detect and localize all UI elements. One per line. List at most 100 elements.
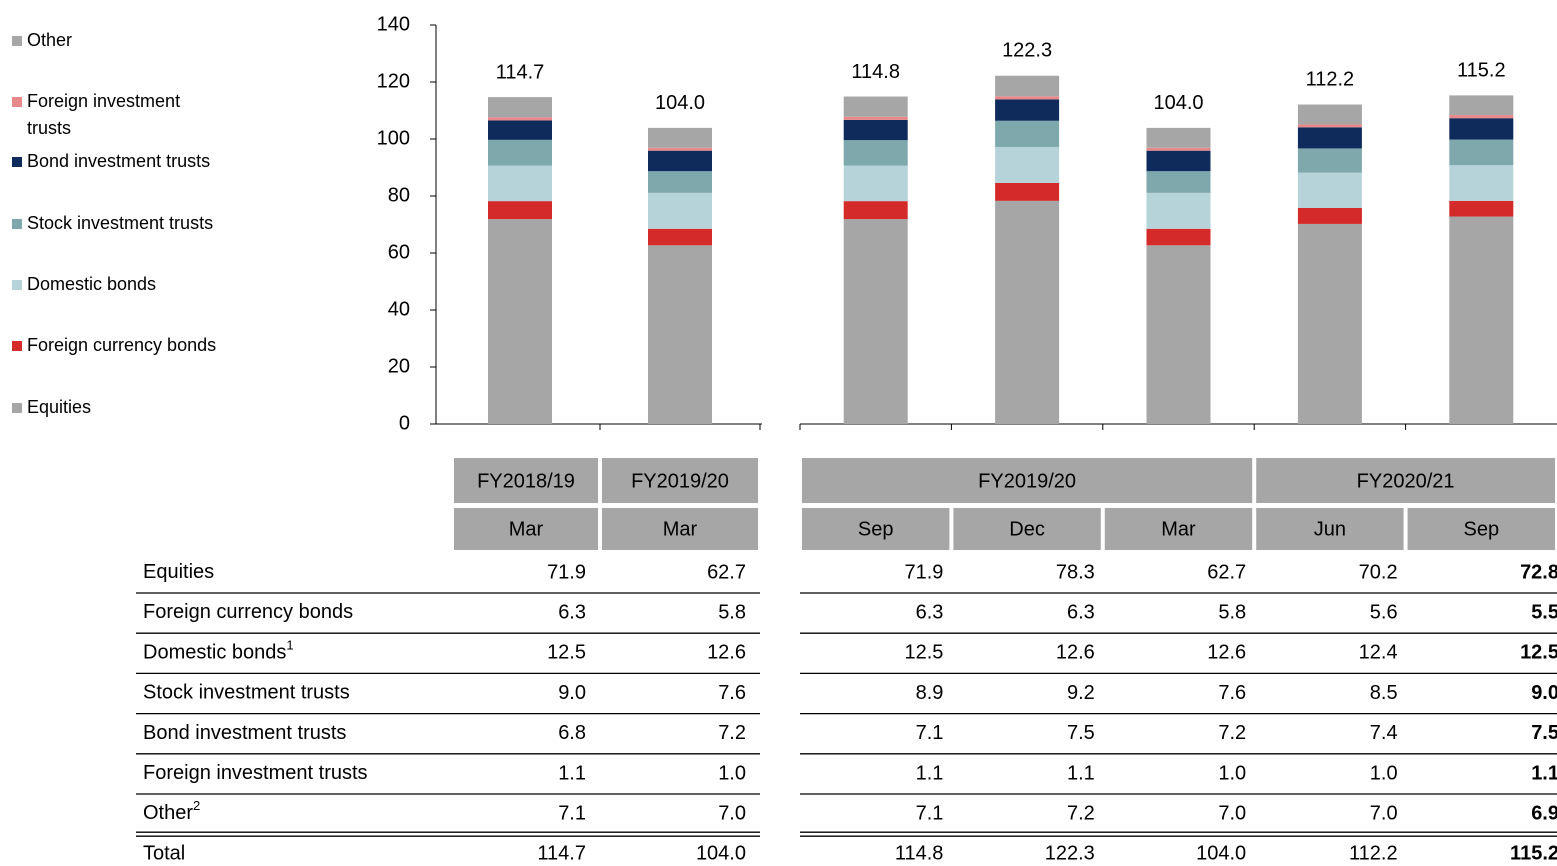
total-label: 115.2 xyxy=(1457,60,1506,82)
table-value: 5.5 xyxy=(1531,601,1557,623)
bar-segment xyxy=(1297,172,1362,208)
bar-segment xyxy=(488,219,552,424)
bar-segment xyxy=(648,192,712,229)
row-name: Total xyxy=(143,843,185,865)
bar-segment xyxy=(843,119,908,141)
bar-segment xyxy=(1297,127,1362,149)
legend-item: Foreign currency bonds xyxy=(12,332,227,359)
bar-segment xyxy=(843,165,908,202)
bar-segment xyxy=(488,117,552,121)
y-tick-label: 0 xyxy=(399,412,410,434)
bar-segment xyxy=(995,182,1060,201)
bar-segment xyxy=(995,96,1060,100)
table-value: 62.7 xyxy=(1207,561,1246,583)
row-name: Equities xyxy=(143,561,214,583)
header-cell xyxy=(802,458,1253,503)
y-tick-label: 40 xyxy=(388,298,410,320)
y-tick-label: 60 xyxy=(388,241,410,263)
bar-segment xyxy=(843,140,908,166)
table-value: 7.0 xyxy=(718,802,746,824)
bar-segment xyxy=(488,120,552,140)
table-value: 1.1 xyxy=(558,762,586,784)
y-tick-label: 100 xyxy=(377,127,410,149)
bar-segment xyxy=(995,146,1060,183)
table-value: 12.6 xyxy=(1207,642,1246,664)
bar-segment xyxy=(1146,171,1211,193)
table-value: 115.2 xyxy=(1510,843,1557,865)
header-cell xyxy=(602,458,758,503)
bar-segment xyxy=(995,99,1060,121)
total-label: 104.0 xyxy=(1153,92,1203,114)
bar-segment xyxy=(488,201,552,220)
total-label: 114.8 xyxy=(851,61,900,83)
bar-segment xyxy=(1449,115,1514,119)
bar-segment xyxy=(1146,245,1211,424)
header-cell xyxy=(802,508,950,550)
table-value: 1.1 xyxy=(916,762,944,784)
table-value: 104.0 xyxy=(1196,843,1246,865)
bar-segment xyxy=(648,127,712,148)
table-value: 7.4 xyxy=(1370,722,1398,744)
table-value: 9.0 xyxy=(1531,682,1557,704)
header-cell xyxy=(1407,508,1555,550)
table-value: 12.5 xyxy=(1520,642,1557,664)
category-label: Mar xyxy=(663,518,698,540)
table-value: 104.0 xyxy=(696,843,746,865)
legend-label: Equities xyxy=(27,397,92,417)
table-value: 7.6 xyxy=(1218,682,1246,704)
bar-segment xyxy=(648,150,712,172)
bar-segment xyxy=(1146,228,1211,246)
table-value: 7.6 xyxy=(718,682,746,704)
row-label: Bond investment trusts xyxy=(143,722,346,744)
table-value: 12.5 xyxy=(904,642,943,664)
bar-segment xyxy=(1449,139,1514,166)
table-value: 7.0 xyxy=(1218,802,1246,824)
table-value: 7.5 xyxy=(1067,722,1095,744)
bar-segment xyxy=(1449,216,1514,424)
legend-swatch xyxy=(12,97,22,107)
bar-segment xyxy=(1146,192,1211,229)
table-value: 7.1 xyxy=(916,802,944,824)
row-name: Bond investment trusts xyxy=(143,722,346,744)
bar-segment xyxy=(843,219,908,424)
bar-segment xyxy=(1146,147,1211,151)
category-label: Mar xyxy=(1161,518,1196,540)
header-cell xyxy=(1256,508,1404,550)
table-value: 72.8 xyxy=(1520,561,1557,583)
total-label: 112.2 xyxy=(1306,69,1355,91)
legend-item: Bond investment trusts xyxy=(12,148,227,175)
table-value: 5.8 xyxy=(718,601,746,623)
bar-segment xyxy=(1297,207,1362,224)
table-value: 78.3 xyxy=(1056,561,1095,583)
table-value: 8.9 xyxy=(916,682,944,704)
table-value: 70.2 xyxy=(1359,561,1398,583)
table-value: 8.5 xyxy=(1370,682,1398,704)
table-value: 9.0 xyxy=(558,682,586,704)
table-value: 12.5 xyxy=(547,642,586,664)
header-cell xyxy=(1104,508,1253,550)
bar-segment xyxy=(1297,148,1362,173)
row-label: Equities xyxy=(143,561,214,583)
legend-item: Stock investment trusts xyxy=(12,210,227,237)
table-value: 112.2 xyxy=(1349,843,1398,865)
header-cell xyxy=(454,508,598,550)
legend-label: Other xyxy=(27,30,73,50)
bar-segment xyxy=(843,116,908,120)
table-value: 12.4 xyxy=(1359,642,1398,664)
row-label: Foreign currency bonds xyxy=(143,601,353,623)
y-tick-label: 80 xyxy=(388,184,410,206)
bar-segment xyxy=(648,228,712,246)
bar-segment xyxy=(648,147,712,151)
bar-segment xyxy=(1449,95,1514,116)
table-value: 6.3 xyxy=(916,601,944,623)
bar-segment xyxy=(488,139,552,166)
table-value: 7.0 xyxy=(1370,802,1398,824)
bar-segment xyxy=(995,120,1060,147)
row-label: Foreign investment trusts xyxy=(143,762,368,784)
table-value: 122.3 xyxy=(1045,843,1095,865)
row-label: Other2 xyxy=(143,799,200,825)
legend-item: Other xyxy=(12,27,227,54)
table-value: 1.1 xyxy=(1531,762,1557,784)
